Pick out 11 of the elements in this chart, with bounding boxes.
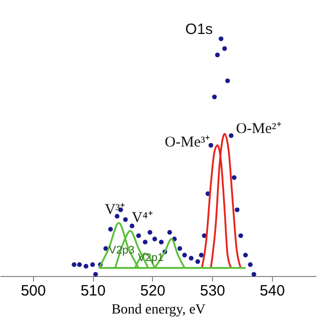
annotation: O1s [185, 20, 213, 38]
annotation: V⁴⁺ [132, 210, 153, 226]
x-tick-label: 510 [80, 282, 106, 300]
annotation: O-Me³⁺ [164, 134, 210, 150]
x-tick-label: 530 [200, 282, 226, 300]
x-tick-label: 520 [140, 282, 166, 300]
x-tick-label: 540 [260, 282, 285, 300]
annotation: O-Me²⁺ [236, 120, 282, 137]
annotation: V³⁺ [104, 202, 126, 218]
x-tick-label: 500 [20, 282, 46, 300]
x-axis-title: Bond energy, eV [111, 302, 206, 318]
